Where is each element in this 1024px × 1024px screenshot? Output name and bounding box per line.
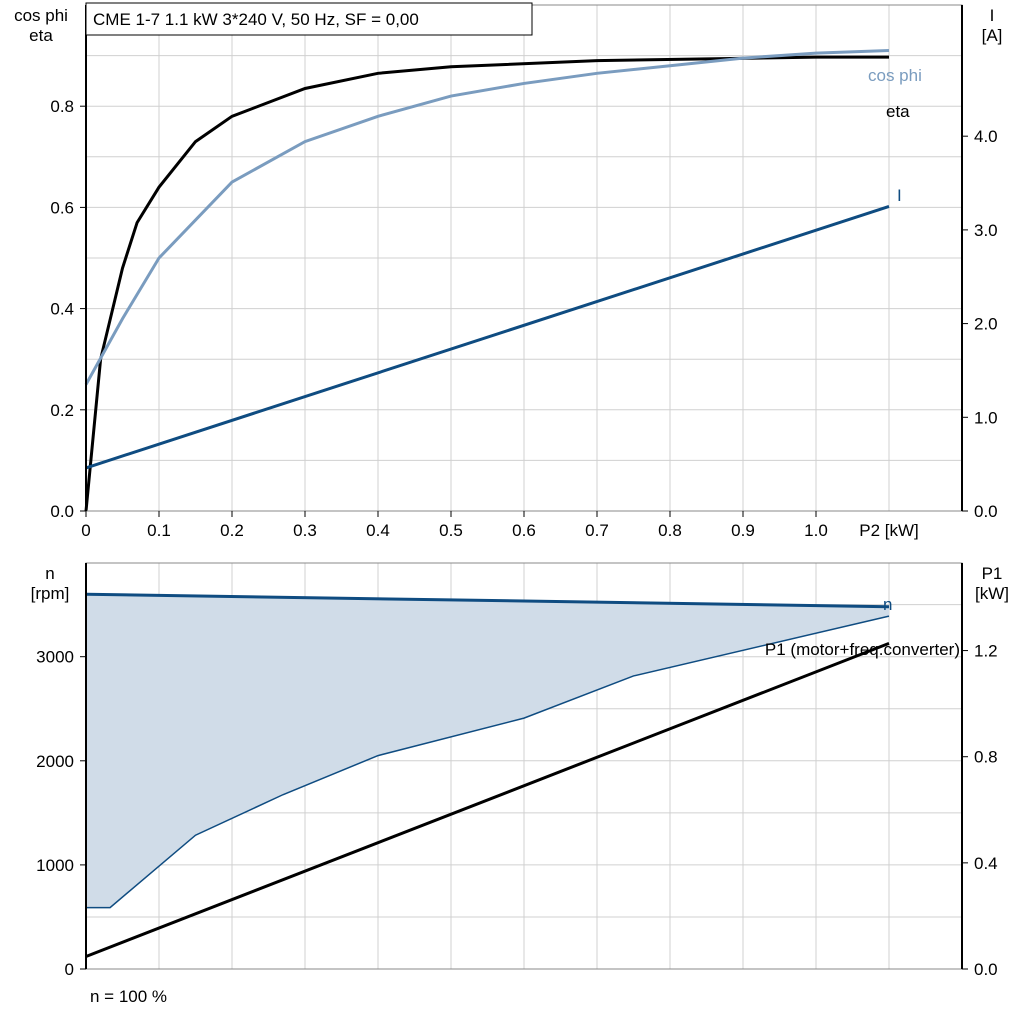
footer-note: n = 100 % <box>90 987 167 1006</box>
y-axis-label-right: I <box>990 6 995 25</box>
x-tick-label: 0.3 <box>293 521 317 540</box>
y-axis-label-left: n <box>45 564 54 583</box>
x-tick-label: 0.4 <box>366 521 390 540</box>
speed-range-area <box>86 594 889 908</box>
y-tick-label-left: 1000 <box>36 856 74 875</box>
x-tick-label: 0 <box>81 521 90 540</box>
y-tick-label-left: 0.4 <box>50 300 74 319</box>
x-tick-label: 0.9 <box>731 521 755 540</box>
y-tick-label-right: 1.0 <box>974 408 998 427</box>
y-tick-label-right: 4.0 <box>974 127 998 146</box>
y-axis-label-left: [rpm] <box>31 584 70 603</box>
series-P1-line <box>85 642 890 958</box>
x-tick-label: 0.7 <box>585 521 609 540</box>
series-n-line <box>85 592 890 609</box>
x-tick-label: 0.5 <box>439 521 463 540</box>
chart-title: CME 1-7 1.1 kW 3*240 V, 50 Hz, SF = 0,00 <box>93 10 419 29</box>
y-tick-label-left: 0 <box>65 960 74 979</box>
series-label-eta: eta <box>886 102 910 121</box>
y-axis-label-right: [A] <box>982 26 1003 45</box>
x-tick-label: 0.1 <box>147 521 171 540</box>
series-label-n: n <box>883 595 892 614</box>
series-eta-line <box>84 55 889 512</box>
x-tick-label: 0.6 <box>512 521 536 540</box>
x-axis-label: P2 [kW] <box>859 521 919 540</box>
y-tick-label-left: 0.0 <box>50 502 74 521</box>
series-n-min-line <box>86 615 890 909</box>
y-axis-label-left: eta <box>29 26 53 45</box>
y-tick-label-right: 1.2 <box>974 642 998 661</box>
y-tick-label-right: 2.0 <box>974 315 998 334</box>
y-axis-label-right: [kW] <box>975 584 1009 603</box>
y-tick-label-left: 0.2 <box>50 401 74 420</box>
series-label-cos-phi: cos phi <box>868 66 922 85</box>
y-tick-label-right: 0.4 <box>974 854 998 873</box>
y-tick-label-left: 0.6 <box>50 198 74 217</box>
series-I-line <box>85 205 890 470</box>
x-tick-label: 1.0 <box>804 521 828 540</box>
series-cos-phi-line <box>84 49 890 386</box>
series-label-P1: P1 (motor+freq.converter) <box>765 640 960 659</box>
y-tick-label-right: 0.8 <box>974 748 998 767</box>
y-tick-label-right: 3.0 <box>974 221 998 240</box>
x-tick-label: 0.8 <box>658 521 682 540</box>
series-label-I: I <box>897 186 902 205</box>
y-axis-label-right: P1 <box>982 564 1003 583</box>
y-tick-label-right: 0.0 <box>974 960 998 979</box>
title-box <box>85 2 533 36</box>
y-tick-label-left: 3000 <box>36 648 74 667</box>
y-axis-label-left: cos phi <box>14 6 68 25</box>
y-tick-label-right: 0.0 <box>974 502 998 521</box>
x-tick-label: 0.2 <box>220 521 244 540</box>
y-tick-label-left: 2000 <box>36 752 74 771</box>
y-tick-label-left: 0.8 <box>50 97 74 116</box>
